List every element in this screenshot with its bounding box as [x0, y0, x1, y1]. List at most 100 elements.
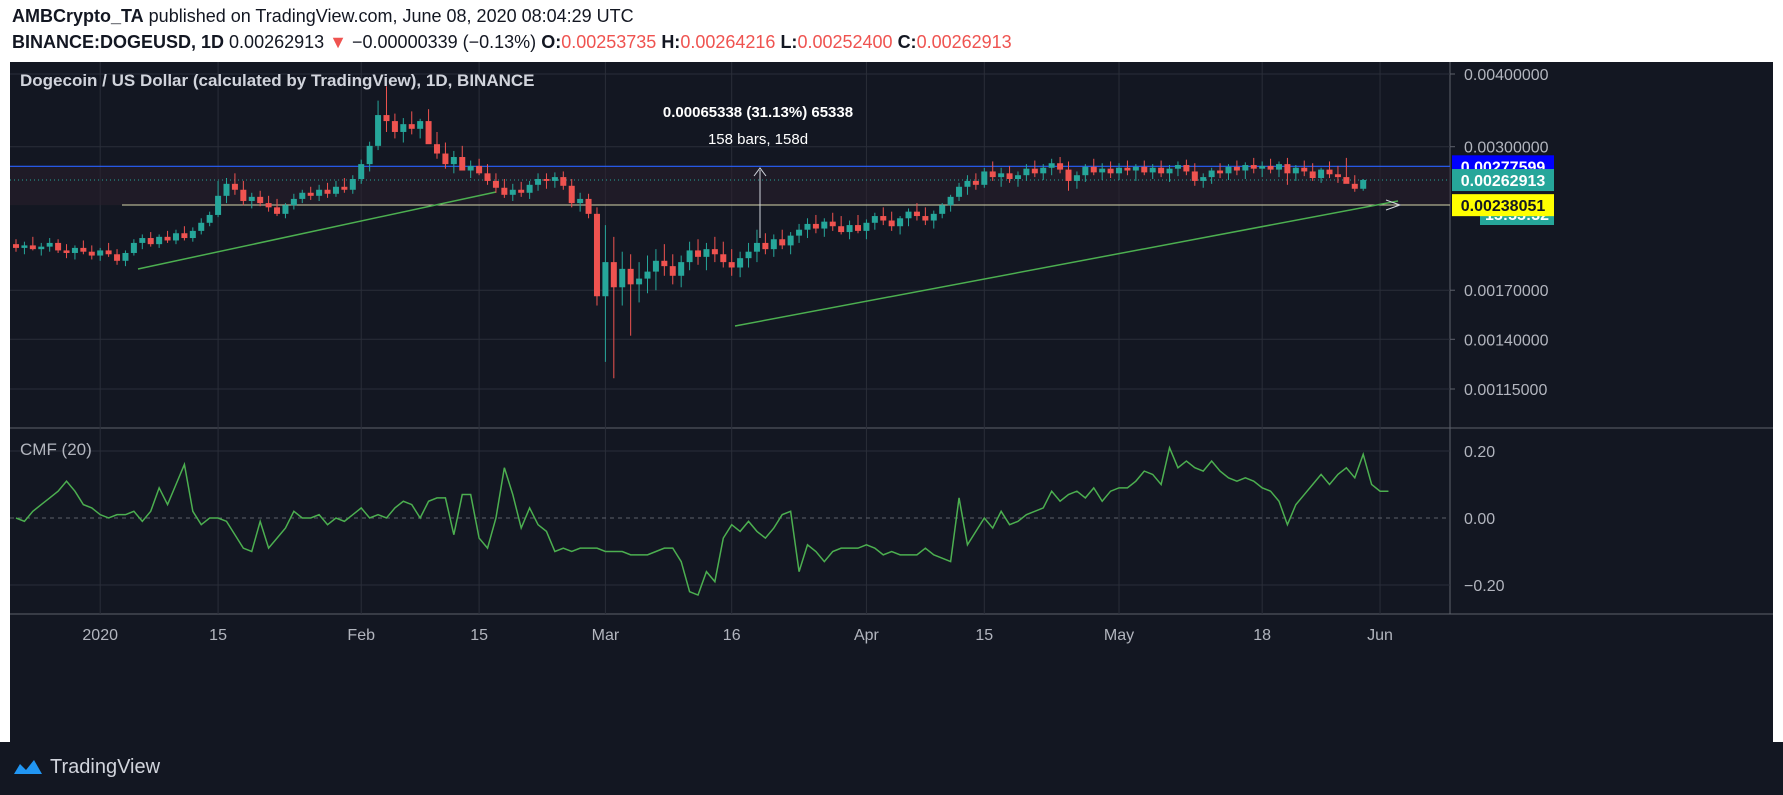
candle-body — [989, 171, 996, 178]
candle-body — [1031, 168, 1038, 174]
candle-body — [888, 220, 895, 227]
grid-lines — [10, 62, 1773, 615]
candle-body — [585, 198, 592, 214]
candle-body — [821, 221, 828, 229]
open-label: O: — [541, 32, 562, 52]
footer: TradingView — [0, 742, 1783, 795]
candle-body — [492, 180, 499, 188]
candle-body — [80, 247, 87, 252]
candle-body — [105, 250, 112, 255]
candle-body — [1208, 170, 1215, 178]
candle-body — [661, 260, 668, 267]
candle-body — [526, 184, 533, 193]
candle-body — [349, 179, 356, 190]
candle-body — [257, 196, 264, 204]
candle-body — [21, 245, 28, 248]
candle-body — [964, 180, 971, 187]
tradingview-logo-icon[interactable] — [12, 756, 44, 778]
candle-body — [846, 225, 853, 233]
y-tick-label: 0.00115000 — [1464, 382, 1547, 399]
last-price-label-text: 0.00262913 — [1461, 173, 1546, 190]
candle-body — [930, 213, 937, 221]
symbol-line: BINANCE:DOGEUSD, 1D 0.00262913 ▼ −0.0000… — [12, 32, 1012, 53]
price-change: −0.00000339 (−0.13%) — [352, 32, 537, 52]
candle-body — [636, 278, 643, 285]
candle-body — [1267, 165, 1274, 170]
y-tick-label: 0.00140000 — [1464, 332, 1549, 349]
chart-area[interactable]: 2020 15 Feb 15 Mar 16 Apr 15 May 18 Jun 0.00400000 0… — [10, 62, 1773, 742]
candle-body — [1183, 165, 1190, 172]
candle-body — [1191, 171, 1198, 181]
candle-body — [829, 221, 836, 227]
candle-body — [1124, 167, 1131, 171]
candle-body — [1141, 166, 1148, 173]
candle-body — [1200, 177, 1207, 181]
candle-body — [796, 229, 803, 236]
candle-body — [341, 186, 348, 190]
publish-line: AMBCrypto_TA published on TradingView.co… — [12, 6, 634, 27]
y-tick-label: 0.00300000 — [1464, 140, 1549, 157]
candle-body — [231, 183, 238, 190]
candle-body — [434, 144, 440, 154]
change-arrow-icon: ▼ — [329, 32, 347, 52]
candle-body — [686, 250, 693, 263]
candle-body — [956, 186, 963, 197]
tradingview-brand[interactable]: TradingView — [50, 756, 161, 778]
candle-body — [467, 165, 474, 171]
candle-body — [1242, 165, 1249, 171]
candle-body — [265, 203, 272, 208]
annotations: Dogecoin / US Dollar (calculated by Trad… — [20, 71, 1554, 459]
candle-body — [189, 230, 196, 239]
x-tick-label: Jun — [1367, 627, 1393, 644]
candle-body — [745, 251, 752, 259]
y-tick-label: 0.00400000 — [1464, 67, 1549, 84]
candle-body — [610, 262, 617, 288]
candle-body — [838, 226, 845, 233]
candle-body — [1090, 166, 1097, 173]
candle-body — [248, 196, 255, 201]
candle-body — [543, 179, 550, 181]
candle-body — [476, 165, 483, 174]
chart-axes: 2020 15 Feb 15 Mar 16 Apr 15 May 18 Jun 0.00400000 0… — [82, 67, 1548, 644]
x-tick-label: 15 — [975, 627, 993, 644]
x-tick-label: May — [1104, 627, 1134, 644]
candle-body — [1334, 174, 1341, 178]
open-value: 0.00253735 — [561, 32, 657, 52]
candle-body — [1351, 183, 1358, 189]
candle-body — [29, 245, 36, 250]
chart-canvas[interactable]: 2020 15 Feb 15 Mar 16 Apr 15 May 18 Jun 0.00400000 0… — [10, 62, 1773, 742]
candle-body — [88, 251, 95, 256]
candle-body — [332, 186, 339, 194]
chart-title: Dogecoin / US Dollar (calculated by Trad… — [20, 71, 535, 90]
candle-body — [779, 239, 786, 246]
close-label: C: — [897, 32, 917, 52]
candle-body — [728, 262, 735, 268]
candle-body — [518, 189, 525, 193]
x-tick-label: Feb — [347, 627, 375, 644]
candle-body — [501, 187, 508, 195]
candle-body — [863, 222, 870, 231]
candle-body — [425, 121, 432, 145]
x-tick-label: 15 — [209, 627, 227, 644]
candle-body — [1225, 166, 1232, 174]
candle-body — [408, 124, 415, 129]
author-name[interactable]: AMBCrypto_TA — [12, 6, 144, 26]
symbol-name: BINANCE:DOGEUSD, 1D — [12, 32, 225, 52]
low-value: 0.00252400 — [797, 32, 893, 52]
candle-body — [981, 171, 988, 185]
candle-body — [1158, 167, 1165, 174]
candle-body — [240, 189, 247, 201]
cmf-line — [15, 445, 1389, 597]
candle-body — [1292, 167, 1299, 174]
candle-body — [804, 223, 811, 230]
candle-body — [1023, 168, 1030, 176]
candle-body — [147, 238, 154, 245]
candle-body — [770, 239, 777, 250]
support-price-label-text: 0.00238051 — [1461, 198, 1546, 215]
candle-body — [1233, 166, 1240, 171]
candle-body — [1014, 175, 1021, 180]
candle-body — [1174, 165, 1181, 169]
candle-body — [1048, 163, 1055, 168]
candle-body — [762, 242, 769, 250]
candle-body — [46, 242, 53, 247]
